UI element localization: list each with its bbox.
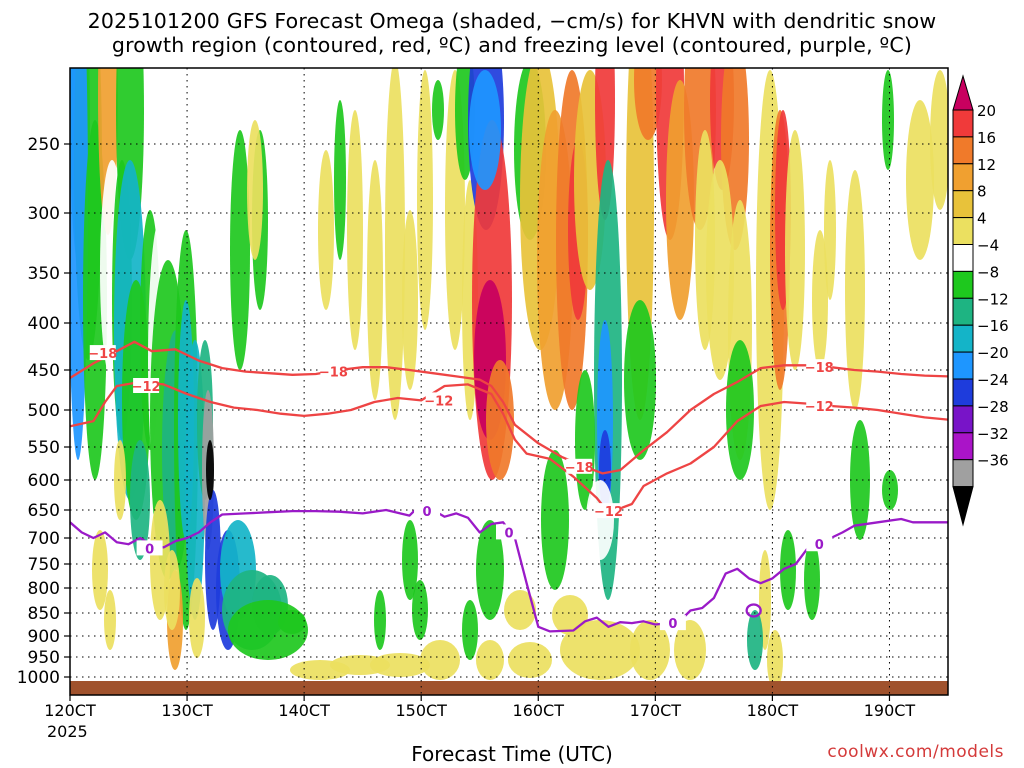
colorbar-swatch: [952, 244, 974, 272]
colorbar-label: −20: [977, 344, 1009, 362]
x-tick-label: 140CT: [278, 701, 330, 720]
x-axis-year: 2025: [47, 722, 88, 741]
x-axis: 120CT 130CT 140CT 150CT 160CT 170CT 180CT 190CT: [44, 695, 915, 720]
y-tick-label: 950: [28, 648, 60, 668]
contour-label: 0: [668, 617, 677, 632]
colorbar-swatch: [952, 459, 974, 488]
omega-shading: [70, 68, 948, 690]
contour-label: 0: [423, 505, 432, 520]
colorbar-label: 8: [977, 183, 987, 201]
x-tick-label: 170CT: [630, 701, 682, 720]
y-axis: 250 300 350 400 450 500 550 600 650 700 750 800 850 9…: [17, 135, 70, 688]
y-tick-label: 700: [28, 529, 60, 549]
contour-label-bg: [425, 392, 452, 408]
colorbar-label: −36: [977, 452, 1009, 470]
y-tick-label: 500: [28, 401, 60, 421]
colorbar-label: −4: [977, 237, 999, 255]
contour-label: 0: [145, 542, 154, 557]
contour-label: −18: [805, 361, 834, 376]
contour-freezing: [70, 502, 948, 633]
colorbar-label: 20: [977, 102, 996, 120]
colorbar-swatch: [952, 378, 974, 407]
colorbar-swatch: [952, 324, 974, 353]
colorbar-label: −8: [977, 263, 999, 281]
contour-label: −12: [424, 394, 453, 409]
colorbar-swatch: [952, 163, 974, 192]
contour-label-bg: [320, 363, 347, 379]
colorbar-swatch: [952, 136, 974, 165]
x-axis-label: Forecast Time (UTC): [411, 742, 613, 766]
y-tick-label: 300: [28, 204, 60, 224]
chart-title-line1: 2025101200 GFS Forecast Omega (shaded, −…: [87, 9, 937, 33]
y-tick-label: 550: [28, 438, 60, 458]
contour-label-bg: [136, 540, 163, 556]
colorbar-label: 12: [977, 156, 996, 174]
colorbar-swatch: [952, 432, 974, 461]
surface-band: [70, 681, 948, 695]
chart-title-line2: growth region (contoured, red, ºC) and f…: [111, 33, 913, 57]
contour-freezing-island: [745, 603, 762, 618]
y-tick-label: 450: [28, 361, 60, 381]
colorbar-swatch: [952, 351, 974, 380]
y-tick-label: 400: [28, 314, 60, 334]
colorbar-label: −16: [977, 317, 1009, 335]
y-tick-label: 800: [28, 579, 60, 599]
contour-label-bg: [566, 458, 593, 474]
x-tick-label: 160CT: [513, 701, 565, 720]
y-tick-label: 600: [28, 471, 60, 491]
colorbar: 20 16 12 8 4 −4 −8 −12 −16 −20 −24 −28 −32 −36: [952, 74, 1009, 527]
x-tick-label: 150CT: [395, 701, 447, 720]
credit-link[interactable]: coolwx.com/models: [827, 742, 1004, 762]
contour-label-bg: [496, 524, 522, 540]
contour-label-bg: [89, 345, 116, 361]
contour-dendritic-lower: [70, 380, 948, 514]
contour-dendritic-upper: [70, 340, 948, 475]
contour-label: −18: [319, 366, 348, 381]
colorbar-label: −32: [977, 425, 1009, 443]
colorbar-swatch: [952, 217, 974, 246]
contour-label-bg: [133, 378, 160, 393]
contour-label: −12: [805, 400, 834, 415]
contour-label: −12: [594, 505, 623, 520]
y-tick-label: 350: [28, 264, 60, 284]
contour-label-bg: [806, 359, 833, 375]
colorbar-swatch: [952, 190, 974, 219]
y-tick-label: 250: [28, 135, 60, 155]
contours: −18 −18 −18 −18 −12 −12 −12 −12 0 0 0 0 0: [70, 340, 948, 633]
contour-label-bg: [659, 615, 686, 631]
plot-frame: [69, 67, 949, 696]
y-tick-label: 1000: [17, 668, 60, 688]
colorbar-swatch: [952, 109, 974, 138]
contour-label-bg: [414, 503, 441, 519]
colorbar-label: 16: [977, 129, 996, 147]
colorbar-label: −24: [977, 371, 1009, 389]
y-tick-label: 850: [28, 604, 60, 624]
x-tick-label: 120CT: [44, 701, 96, 720]
contour-label: −12: [132, 380, 161, 395]
contour-label-bg: [595, 503, 622, 519]
colorbar-bottom-arrow: [952, 486, 974, 527]
colorbar-top-arrow: [952, 74, 974, 111]
contour-label: −18: [88, 347, 117, 362]
contour-label: 0: [815, 538, 824, 553]
colorbar-swatch: [952, 270, 974, 299]
y-tick-label: 750: [28, 555, 60, 575]
x-tick-label: 190CT: [864, 701, 916, 720]
colorbar-label: −12: [977, 290, 1009, 308]
contour-label-bg: [806, 536, 833, 552]
y-tick-label: 650: [28, 501, 60, 521]
colorbar-swatch: [952, 297, 974, 326]
y-tick-label: 900: [28, 627, 60, 647]
x-tick-label: 130CT: [161, 701, 213, 720]
contour-label: −18: [565, 461, 594, 476]
colorbar-label: −28: [977, 398, 1009, 416]
x-tick-label: 180CT: [747, 701, 799, 720]
contour-label-bg: [806, 398, 833, 413]
colorbar-label: 4: [977, 210, 987, 228]
contour-label: 0: [504, 526, 513, 541]
colorbar-swatch: [952, 405, 974, 434]
